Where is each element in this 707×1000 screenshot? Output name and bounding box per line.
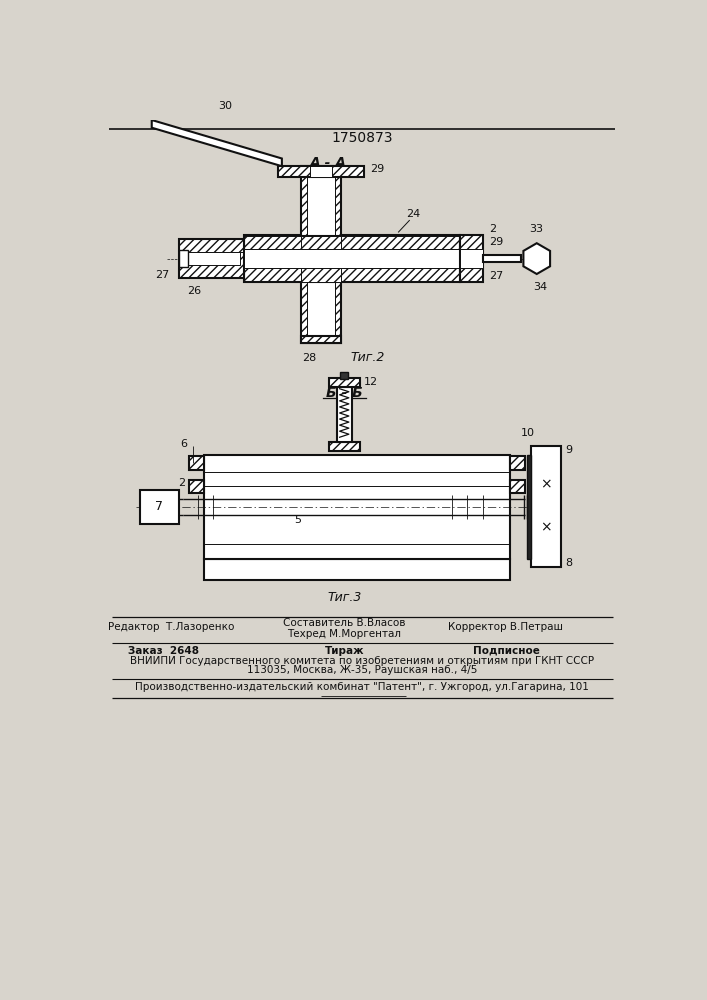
- Text: 29: 29: [489, 237, 503, 247]
- Text: 30: 30: [218, 101, 232, 111]
- Text: 27: 27: [489, 271, 503, 281]
- Bar: [301, 282, 341, 343]
- Text: Б - Б: Б - Б: [326, 386, 363, 400]
- Text: 24: 24: [407, 209, 421, 219]
- Text: 33: 33: [529, 224, 543, 234]
- Bar: [189, 456, 204, 470]
- Text: 26: 26: [187, 286, 201, 296]
- Text: 7: 7: [156, 500, 163, 513]
- Bar: [329, 442, 360, 451]
- Text: Составитель В.Власов: Составитель В.Власов: [283, 618, 406, 628]
- Bar: [532, 446, 561, 567]
- Bar: [140, 490, 179, 524]
- Text: Τиг.2: Τиг.2: [350, 351, 385, 364]
- Bar: [308, 282, 335, 343]
- Bar: [510, 456, 525, 470]
- Text: ×: ×: [540, 521, 551, 535]
- Text: 6: 6: [180, 439, 187, 449]
- Text: 34: 34: [534, 282, 548, 292]
- Bar: [308, 166, 335, 235]
- Bar: [460, 235, 483, 282]
- Bar: [460, 235, 483, 282]
- Bar: [329, 442, 360, 451]
- Bar: [189, 480, 204, 493]
- Text: ВНИИПИ Государственного комитета по изобретениям и открытиям при ГКНТ СССР: ВНИИПИ Государственного комитета по изоб…: [130, 656, 594, 666]
- Bar: [329, 378, 360, 387]
- Bar: [510, 456, 525, 470]
- Text: 27: 27: [156, 270, 170, 280]
- Text: 5: 5: [295, 515, 302, 525]
- Bar: [189, 456, 204, 470]
- Bar: [510, 480, 525, 493]
- Text: 2: 2: [489, 224, 496, 234]
- Text: 9: 9: [565, 445, 573, 455]
- Bar: [179, 239, 244, 278]
- Text: Заказ  2648: Заказ 2648: [128, 646, 199, 656]
- Bar: [244, 249, 460, 268]
- Bar: [179, 252, 244, 278]
- Text: Техред М.Моргентал: Техред М.Моргентал: [287, 629, 402, 639]
- Bar: [301, 268, 341, 282]
- Polygon shape: [152, 120, 282, 166]
- Text: 8: 8: [565, 558, 573, 568]
- Bar: [189, 480, 204, 493]
- Bar: [301, 235, 341, 249]
- Text: Подписное: Подписное: [472, 646, 539, 656]
- Bar: [301, 166, 341, 235]
- Bar: [244, 268, 460, 282]
- Bar: [527, 455, 532, 559]
- Text: 28: 28: [303, 353, 317, 363]
- Bar: [278, 166, 364, 177]
- Bar: [335, 282, 341, 343]
- Text: Τиг.3: Τиг.3: [327, 591, 361, 604]
- Bar: [278, 166, 364, 177]
- Text: 113035, Москва, Ж-35, Раушская наб., 4/5: 113035, Москва, Ж-35, Раушская наб., 4/5: [247, 665, 477, 675]
- Bar: [310, 166, 332, 177]
- Text: 1750873: 1750873: [331, 131, 392, 145]
- Bar: [204, 559, 510, 580]
- Bar: [183, 252, 240, 265]
- Bar: [204, 455, 510, 559]
- Bar: [179, 250, 188, 267]
- Text: Производственно-издательский комбинат "Патент", г. Ужгород, ул.Гагарина, 101: Производственно-издательский комбинат "П…: [135, 682, 589, 692]
- Bar: [483, 255, 521, 262]
- Bar: [337, 387, 352, 442]
- Text: Тираж: Тираж: [325, 646, 364, 656]
- Bar: [301, 336, 341, 343]
- Text: 12: 12: [364, 377, 378, 387]
- Text: 2: 2: [177, 478, 185, 488]
- Text: Редактор  Т.Лазоренко: Редактор Т.Лазоренко: [107, 622, 234, 632]
- Text: 10: 10: [521, 428, 535, 438]
- Bar: [340, 372, 348, 379]
- Text: A - A: A - A: [310, 156, 347, 170]
- Bar: [335, 166, 341, 235]
- Text: 29: 29: [370, 164, 385, 174]
- Bar: [244, 235, 460, 249]
- Text: ×: ×: [540, 477, 551, 491]
- Bar: [510, 480, 525, 493]
- Bar: [460, 249, 483, 268]
- Bar: [301, 282, 308, 343]
- Text: Корректор В.Петраш: Корректор В.Петраш: [448, 622, 563, 632]
- Bar: [179, 239, 244, 252]
- Bar: [301, 166, 308, 235]
- Bar: [301, 336, 341, 343]
- Bar: [329, 378, 360, 387]
- Bar: [244, 235, 460, 282]
- Polygon shape: [523, 243, 550, 274]
